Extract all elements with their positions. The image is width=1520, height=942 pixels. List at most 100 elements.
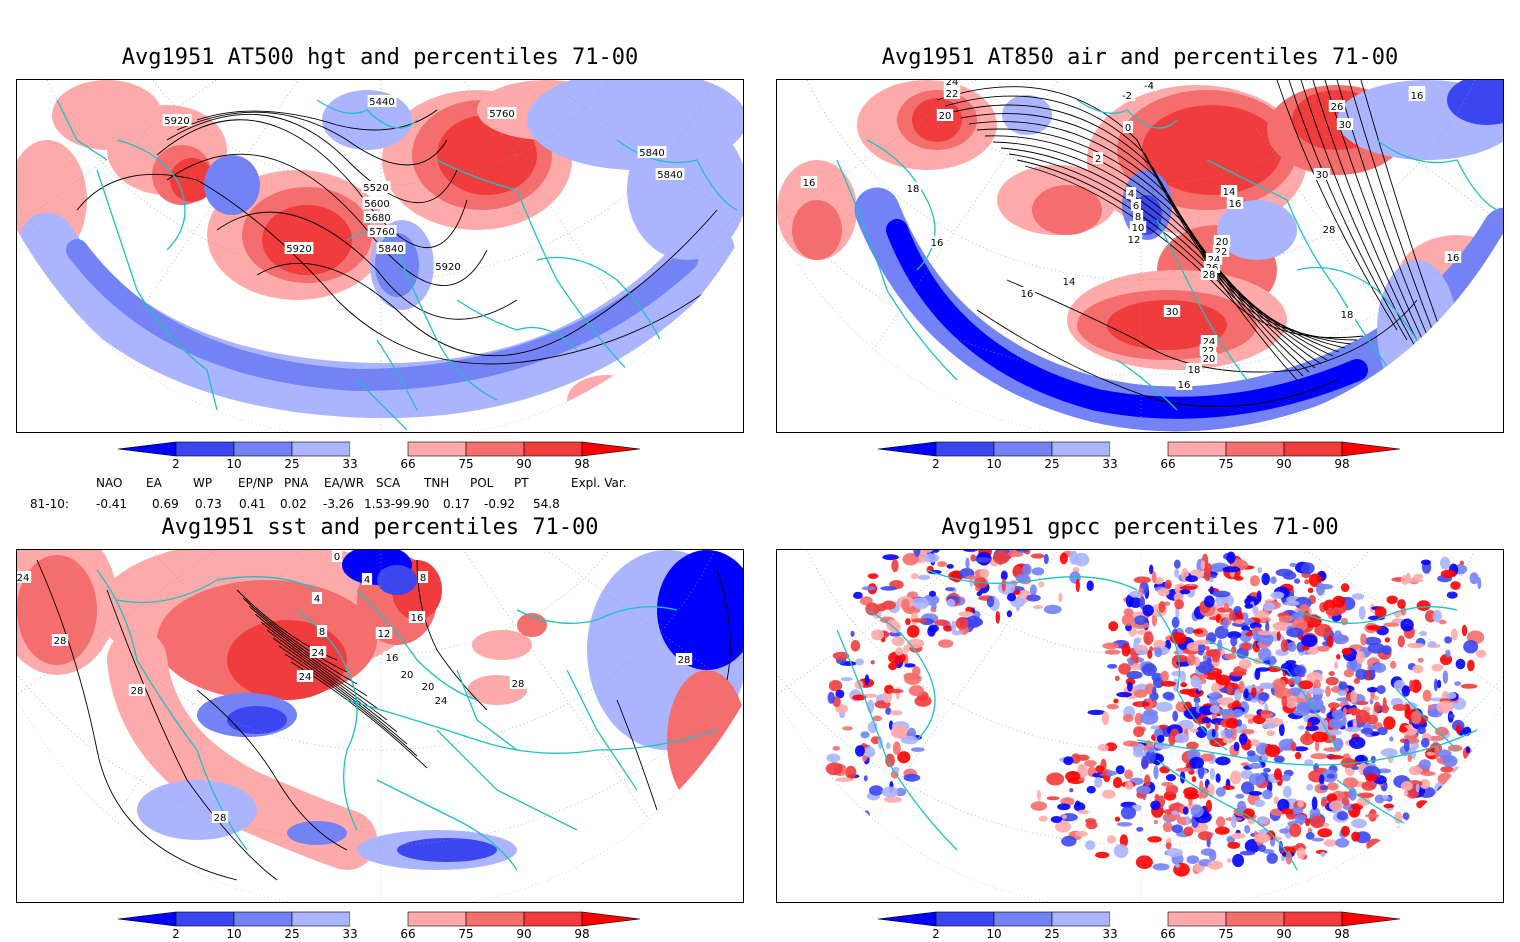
coastline [116,576,318,604]
precip-speck [1200,560,1206,570]
colorbar-segment [523,911,583,927]
coastline [566,669,638,791]
precip-speck [1129,590,1142,598]
precip-speck [1134,689,1148,698]
contour-label: 2 [1095,154,1101,165]
precip-speck [1353,678,1361,684]
precip-speck [865,602,880,616]
precip-speck [1402,812,1410,820]
contour-label-bg [433,260,463,272]
colorbar-segment [1167,911,1227,927]
precip-speck [1124,769,1134,780]
precip-speck [1420,737,1430,748]
contour-label: 24 [299,672,312,683]
projection-mask [777,230,1503,432]
precip-speck [1281,808,1294,815]
precip-speck [1151,672,1164,682]
precip-speck [1326,635,1334,648]
precip-speck [1201,717,1212,724]
precip-speck [1407,754,1412,762]
contour-label-bg [408,611,426,623]
contour-label: 22 [1215,247,1228,258]
contour-line [1312,80,1428,361]
precip-speck [1187,688,1204,698]
precip-speck [1095,765,1105,773]
precip-speck [1006,551,1024,558]
precip-speck [1463,640,1479,654]
colorbar-segment [465,441,525,457]
precip-speck [1281,774,1291,782]
precip-speck [1380,748,1398,757]
contour-label: -4 [1144,81,1154,92]
precip-speck [1286,627,1304,638]
map-panel-sst: 24 28 28 0 4 4 8 8 12 16 16 20 24 20 24 24 28 28 28 [16,549,744,903]
precip-speck [1226,858,1232,864]
precip-speck [1043,553,1049,565]
colorbar-arrow-left [877,911,937,927]
precip-speck [1136,644,1148,651]
precip-speck [1284,600,1300,606]
precip-speck [1006,610,1013,618]
contour-label: 5520 [363,183,388,194]
precip-speck [923,553,940,563]
contour-line [616,699,658,811]
precip-speck [1390,660,1397,669]
precip-speck [1400,618,1414,632]
precip-speck [1184,792,1200,800]
precip-speck [917,574,931,581]
precip-speck [912,597,930,610]
index-header: TNH [424,476,450,490]
precip-speck [1266,730,1276,737]
precip-speck [1075,578,1080,593]
precip-speck [986,596,995,608]
index-header: PT [514,476,529,490]
colorbar-tick-label: 10 [226,457,241,471]
precip-speck [1341,647,1352,655]
precip-speck [1380,704,1389,714]
precip-speck [1030,801,1047,811]
precip-speck [1326,773,1335,779]
contour-label: 28 [678,655,691,666]
precip-speck [1102,789,1116,799]
contour-label: 24 [1208,255,1221,266]
precip-speck [842,726,853,731]
precip-speck [903,644,909,654]
colorbar-segment [935,441,995,457]
precip-speck [1314,623,1332,637]
precip-speck [903,773,921,782]
precip-speck [1444,636,1453,644]
precip-speck [1328,671,1335,676]
colorbar-tick-label: 98 [1334,457,1349,471]
precip-speck [1234,619,1245,624]
precip-speck [864,746,876,758]
coastline [356,589,478,701]
colorbar-arrow-right [581,441,641,457]
contour-label: -2 [1122,91,1132,102]
colorbar-arrow-right [581,911,641,927]
map-panel-air850: 242220-4-2024681012141616181616263030281… [776,79,1504,433]
precip-speck [1084,840,1096,851]
precip-speck [1238,658,1252,670]
precip-speck [910,573,919,580]
precip-speck [1185,575,1198,583]
precip-speck [885,707,892,715]
precip-speck [1465,746,1470,754]
precip-speck [1270,591,1285,600]
precip-speck [1296,847,1306,860]
coastline [1206,639,1338,751]
precip-speck [1222,566,1241,573]
contour-label-bg [383,651,401,663]
precip-speck [1000,570,1008,581]
precip-speck [1165,848,1183,857]
precip-speck [1329,800,1343,811]
precip-speck [1241,612,1249,621]
precip-speck [1294,665,1306,677]
anomaly-patch [137,780,257,840]
precip-speck [1135,855,1153,869]
precip-speck [1224,729,1234,739]
precip-speck [1341,797,1350,806]
contour-label-bg [309,646,327,658]
precip-speck [1001,578,1006,592]
precip-speck [897,751,911,764]
